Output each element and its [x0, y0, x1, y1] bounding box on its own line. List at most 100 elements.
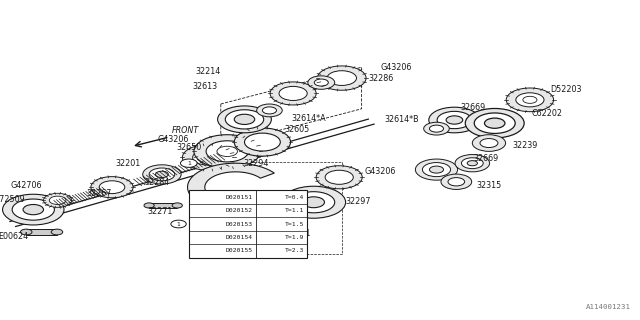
Circle shape	[171, 220, 186, 228]
Circle shape	[194, 135, 260, 168]
Text: G3251: G3251	[285, 229, 311, 238]
Text: 1: 1	[187, 161, 191, 166]
Circle shape	[49, 196, 66, 204]
Circle shape	[246, 217, 283, 236]
Circle shape	[429, 166, 444, 173]
Text: 32294: 32294	[243, 159, 269, 168]
Circle shape	[51, 229, 63, 235]
Text: T=1.1: T=1.1	[285, 208, 304, 213]
Text: 32214: 32214	[196, 68, 221, 76]
Circle shape	[448, 178, 465, 186]
Circle shape	[225, 230, 268, 252]
Circle shape	[180, 159, 197, 167]
Circle shape	[254, 221, 275, 232]
Text: D52203: D52203	[550, 85, 582, 94]
Circle shape	[234, 114, 255, 124]
Text: 32237: 32237	[269, 244, 294, 252]
Circle shape	[446, 116, 463, 124]
Bar	[26, 229, 57, 235]
Circle shape	[206, 141, 248, 162]
Text: D020155: D020155	[225, 248, 252, 253]
Text: 32669: 32669	[474, 154, 499, 163]
Circle shape	[149, 168, 175, 181]
Circle shape	[44, 193, 72, 207]
Circle shape	[3, 194, 64, 225]
Circle shape	[474, 113, 515, 133]
Circle shape	[244, 133, 280, 151]
Text: T=1.9: T=1.9	[285, 235, 304, 240]
Text: T=1.5: T=1.5	[285, 221, 304, 227]
Circle shape	[316, 166, 362, 189]
Circle shape	[317, 66, 366, 90]
Text: 32286: 32286	[368, 74, 393, 83]
Circle shape	[327, 71, 356, 85]
Text: 1: 1	[177, 221, 180, 227]
Text: FRONT: FRONT	[172, 126, 199, 135]
Bar	[149, 203, 177, 208]
Circle shape	[422, 163, 451, 177]
Circle shape	[292, 192, 335, 213]
Text: T=0.4: T=0.4	[285, 195, 304, 200]
Circle shape	[480, 139, 498, 148]
Text: 32613: 32613	[193, 82, 218, 91]
Circle shape	[441, 174, 472, 189]
Circle shape	[279, 86, 307, 100]
Text: G42706: G42706	[10, 181, 42, 190]
Text: D020152: D020152	[225, 208, 252, 213]
Circle shape	[234, 128, 291, 156]
Text: 32650: 32650	[177, 143, 202, 152]
Circle shape	[193, 150, 223, 165]
Circle shape	[314, 79, 328, 86]
Circle shape	[262, 107, 276, 114]
Circle shape	[12, 199, 54, 220]
Text: C62202: C62202	[531, 109, 562, 118]
Text: 32239: 32239	[512, 141, 538, 150]
Circle shape	[465, 108, 524, 138]
Text: 32267: 32267	[86, 189, 112, 198]
Circle shape	[257, 104, 282, 117]
Text: 32297: 32297	[346, 197, 371, 206]
Circle shape	[455, 155, 490, 172]
Circle shape	[91, 177, 133, 198]
Text: A114001231: A114001231	[586, 304, 630, 310]
Circle shape	[472, 135, 506, 151]
Circle shape	[325, 170, 353, 184]
Circle shape	[424, 122, 449, 135]
Text: D020151: D020151	[225, 195, 252, 200]
Circle shape	[20, 229, 32, 235]
Text: 32284: 32284	[145, 178, 170, 187]
Bar	[189, 190, 307, 258]
Text: G43206: G43206	[381, 63, 412, 72]
Text: G72509: G72509	[0, 196, 26, 204]
Circle shape	[461, 158, 483, 169]
Circle shape	[144, 203, 154, 208]
Circle shape	[484, 118, 505, 128]
Circle shape	[303, 197, 324, 208]
Text: 32605: 32605	[285, 125, 310, 134]
Text: E00624: E00624	[0, 232, 29, 241]
Polygon shape	[188, 163, 275, 211]
Circle shape	[143, 165, 181, 184]
Circle shape	[182, 145, 234, 170]
Text: 32614*B: 32614*B	[385, 116, 419, 124]
Text: 32614*A: 32614*A	[291, 114, 326, 123]
Circle shape	[516, 93, 544, 107]
Circle shape	[234, 235, 259, 247]
Circle shape	[467, 161, 477, 166]
Circle shape	[429, 107, 480, 133]
Circle shape	[270, 82, 316, 105]
Text: G43206: G43206	[365, 167, 396, 176]
Circle shape	[172, 203, 182, 208]
Circle shape	[156, 171, 168, 178]
Circle shape	[415, 159, 458, 180]
Text: T=2.3: T=2.3	[285, 248, 304, 253]
Circle shape	[437, 111, 472, 129]
Circle shape	[23, 204, 44, 215]
Circle shape	[217, 146, 237, 156]
Text: G43206: G43206	[157, 135, 189, 144]
Circle shape	[225, 110, 264, 129]
Circle shape	[218, 106, 271, 133]
Circle shape	[523, 96, 537, 103]
Circle shape	[308, 76, 335, 89]
Text: D020153: D020153	[225, 221, 252, 227]
